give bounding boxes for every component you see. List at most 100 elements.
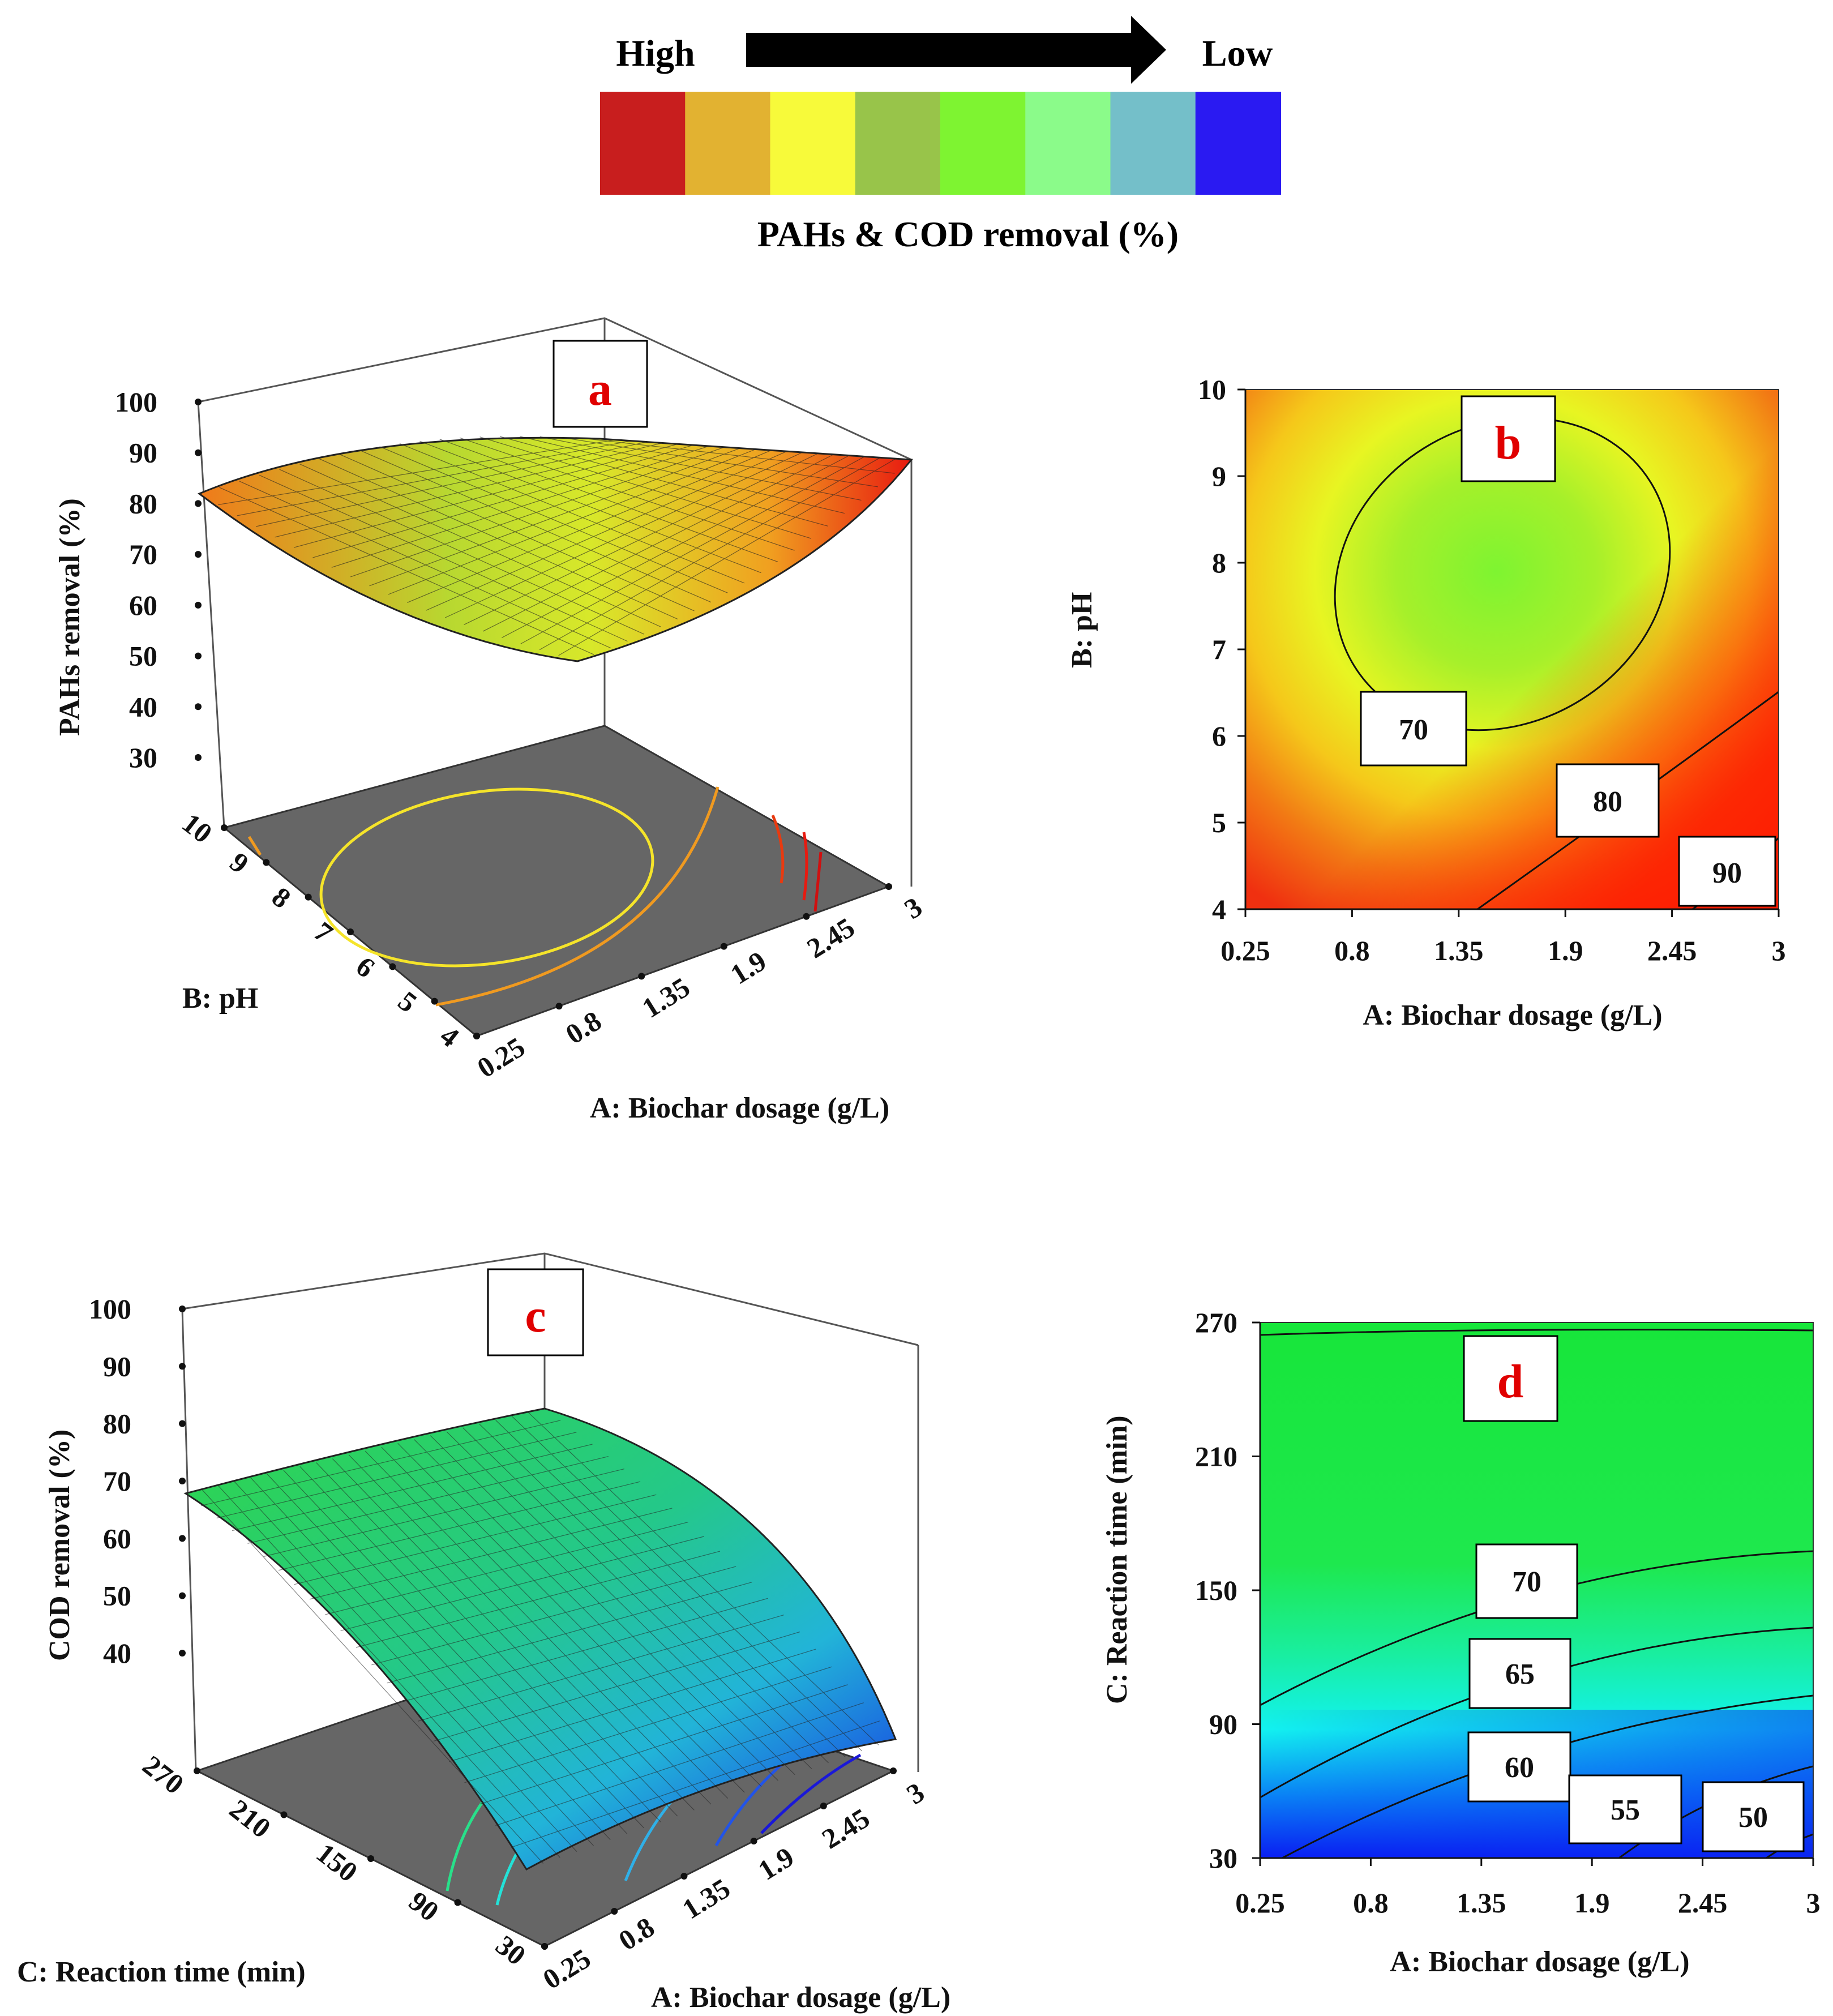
panel-c-x-axis-tick-label: 1.35	[676, 1872, 735, 1925]
panel-a-z-axis-tick-label: 90	[129, 437, 157, 469]
contour-label-65: 65	[1505, 1658, 1535, 1690]
panel-c-x-axis-tick-label: 1.9	[752, 1840, 799, 1886]
panel-a-z-label: PAHs removal (%)	[54, 498, 86, 736]
panel-a-y-axis-tick-label: 10	[177, 807, 219, 849]
panel-c-z-axis-tick	[179, 1650, 186, 1657]
panel-a-label-box	[553, 340, 648, 428]
panel-a-x-axis-tick	[720, 943, 727, 950]
panel-d-x-tick-label: 0.8	[1353, 1887, 1389, 1919]
panel-b-y-tick-label: 7	[1212, 634, 1226, 665]
panel-d-x-tick-label: 0.25	[1235, 1887, 1285, 1919]
panel-b-x-tick-label: 0.25	[1220, 935, 1270, 966]
panel-a-x-axis-tick-label: 0.25	[472, 1031, 530, 1084]
panel-c-z-axis-tick-label: 60	[103, 1522, 131, 1554]
panel-d-letter: d	[1497, 1355, 1524, 1408]
legend-title: PAHs & COD removal (%)	[757, 214, 1179, 254]
panel-c-x-axis-tick	[890, 1767, 897, 1774]
panel-a-z-axis: 100 90 80 70 60 50 40 30	[115, 386, 202, 773]
panel-b-y-tick-label: 10	[1198, 374, 1226, 405]
panel-c-z-axis-tick	[179, 1420, 186, 1427]
legend-color-bar	[600, 92, 1281, 195]
panel-a-z-axis-tick	[195, 449, 202, 456]
panel-c-y-label: C: Reaction time (min)	[17, 1956, 306, 1988]
panel-a-z-axis-tick	[195, 601, 202, 609]
panel-c-x-axis-tick-label: 0.25	[537, 1942, 596, 1996]
panel-a-x-axis-tick	[803, 913, 810, 920]
panel-c-y-axis-tick	[367, 1855, 374, 1862]
panel-a-z-axis-tick-label: 30	[129, 742, 157, 773]
panel-a-x-axis-tick-label: 1.35	[636, 971, 695, 1024]
panel-a: 100 90 80 70 60 50 40 30 PAHs removal (%) 10987…	[54, 317, 928, 1124]
panel-a-x-axis-tick	[638, 973, 645, 980]
panel-c-z-axis-tick	[179, 1363, 186, 1370]
contour-label-70: 70	[1512, 1566, 1541, 1598]
panel-a-y-axis-tick	[305, 893, 312, 901]
panel-b: 10 9 8 7 6 5 4 0.25 0.8 1.35 1.9 2.45 3 A: Biochar d…	[1066, 374, 1786, 1031]
panel-c-surface	[183, 1407, 897, 1871]
panel-a-z-axis-tick	[195, 399, 202, 405]
panel-c-x-label: A: Biochar dosage (g/L)	[651, 1981, 950, 2014]
panel-c-letter: c	[525, 1290, 546, 1342]
panel-c-y-axis-tick-label: 270	[137, 1749, 190, 1800]
panel-c-x-axis-tick	[680, 1873, 688, 1880]
panel-d-y-tick-label: 210	[1195, 1441, 1237, 1473]
panel-c-x-axis-tick-label: 2.45	[816, 1802, 875, 1855]
panel-b-y-tick-label: 5	[1212, 807, 1226, 838]
panel-c-y-axis-tick	[194, 1767, 200, 1774]
panel-b-x-tick-label: 1.35	[1434, 935, 1484, 966]
panel-c-x-axis-tick	[611, 1908, 618, 1915]
panel-a-y-axis-tick	[263, 859, 270, 866]
panel-d-contour-labels: 70 65 60 55 50	[1467, 1543, 1805, 1852]
panel-a-z-axis-tick	[195, 652, 202, 660]
panel-a-x-axis-tick-label: 0.8	[560, 1004, 607, 1050]
panel-a-z-axis-tick-label: 70	[129, 538, 157, 570]
panel-d-y-tick-label: 30	[1209, 1842, 1237, 1874]
legend-low-label: Low	[1202, 33, 1273, 74]
panel-a-y-axis-tick	[431, 998, 438, 1005]
panel-c-z-axis-tick-label: 80	[103, 1408, 131, 1440]
panel-a-z-axis-tick-label: 100	[115, 386, 157, 418]
panel-c-x-axis-tick	[541, 1943, 548, 1950]
panel-a-y-axis-tick-label: 8	[266, 881, 297, 915]
contour-label-60: 60	[1505, 1752, 1534, 1784]
panel-c-z-axis-tick-label: 50	[103, 1580, 131, 1612]
legend-swatch	[1195, 92, 1281, 195]
panel-b-axes: 10 9 8 7 6 5 4 0.25 0.8 1.35 1.9 2.45 3	[1198, 374, 1786, 966]
panel-d-y-tick-label: 150	[1195, 1574, 1237, 1606]
panel-c-z-axis-tick-label: 90	[103, 1350, 131, 1382]
contour-label-70: 70	[1399, 714, 1428, 746]
panel-d-label-box	[1463, 1335, 1558, 1422]
panel-c-x-axis-tick-label: 0.8	[613, 1911, 660, 1957]
panel-c-z-label: COD removal (%)	[44, 1429, 76, 1661]
panel-b-y-tick-label: 9	[1212, 460, 1226, 492]
panel-d-y-tick-label: 90	[1209, 1709, 1237, 1740]
panel-a-letter: a	[588, 363, 612, 416]
panel-a-x-axis-tick	[555, 1003, 563, 1010]
panel-a-z-axis-tick	[195, 551, 202, 558]
panel-c-label-box	[487, 1268, 584, 1356]
panel-c-z-axis-tick-label: 40	[103, 1637, 131, 1669]
panel-a-y-axis-tick-label: 9	[224, 846, 255, 880]
panel-a-z-axis-tick-label: 60	[129, 589, 157, 621]
panel-d-x-tick-label: 1.35	[1457, 1887, 1506, 1919]
panel-d-x-label: A: Biochar dosage (g/L)	[1390, 1946, 1689, 1978]
panel-c-z-axis-tick-label: 70	[103, 1465, 131, 1497]
panel-a-x-axis-tick-label: 2.45	[801, 911, 860, 964]
panel-c-y-axis-tick	[454, 1899, 461, 1906]
panel-a-y-axis-tick	[389, 963, 396, 970]
panel-a-z-axis-tick	[195, 754, 202, 761]
panel-a-y-label: B: pH	[182, 982, 258, 1015]
contour-label-90: 90	[1712, 857, 1742, 889]
panel-a-y-axis-tick-label: 5	[392, 985, 423, 1019]
panel-c-z-axis-tick	[179, 1535, 186, 1542]
panel-c-mesh	[201, 1412, 880, 1864]
panel-d-y-tick-label: 270	[1195, 1307, 1237, 1338]
panel-a-y-axis-tick-label: 4	[434, 1020, 465, 1054]
panel-b-x-tick-label: 2.45	[1647, 935, 1697, 966]
panel-a-x-label: A: Biochar dosage (g/L)	[590, 1092, 889, 1124]
legend-swatch	[1025, 92, 1111, 195]
panel-a-x-axis-tick-label: 3	[899, 891, 928, 925]
panel-c-y-axis-tick	[280, 1811, 288, 1818]
